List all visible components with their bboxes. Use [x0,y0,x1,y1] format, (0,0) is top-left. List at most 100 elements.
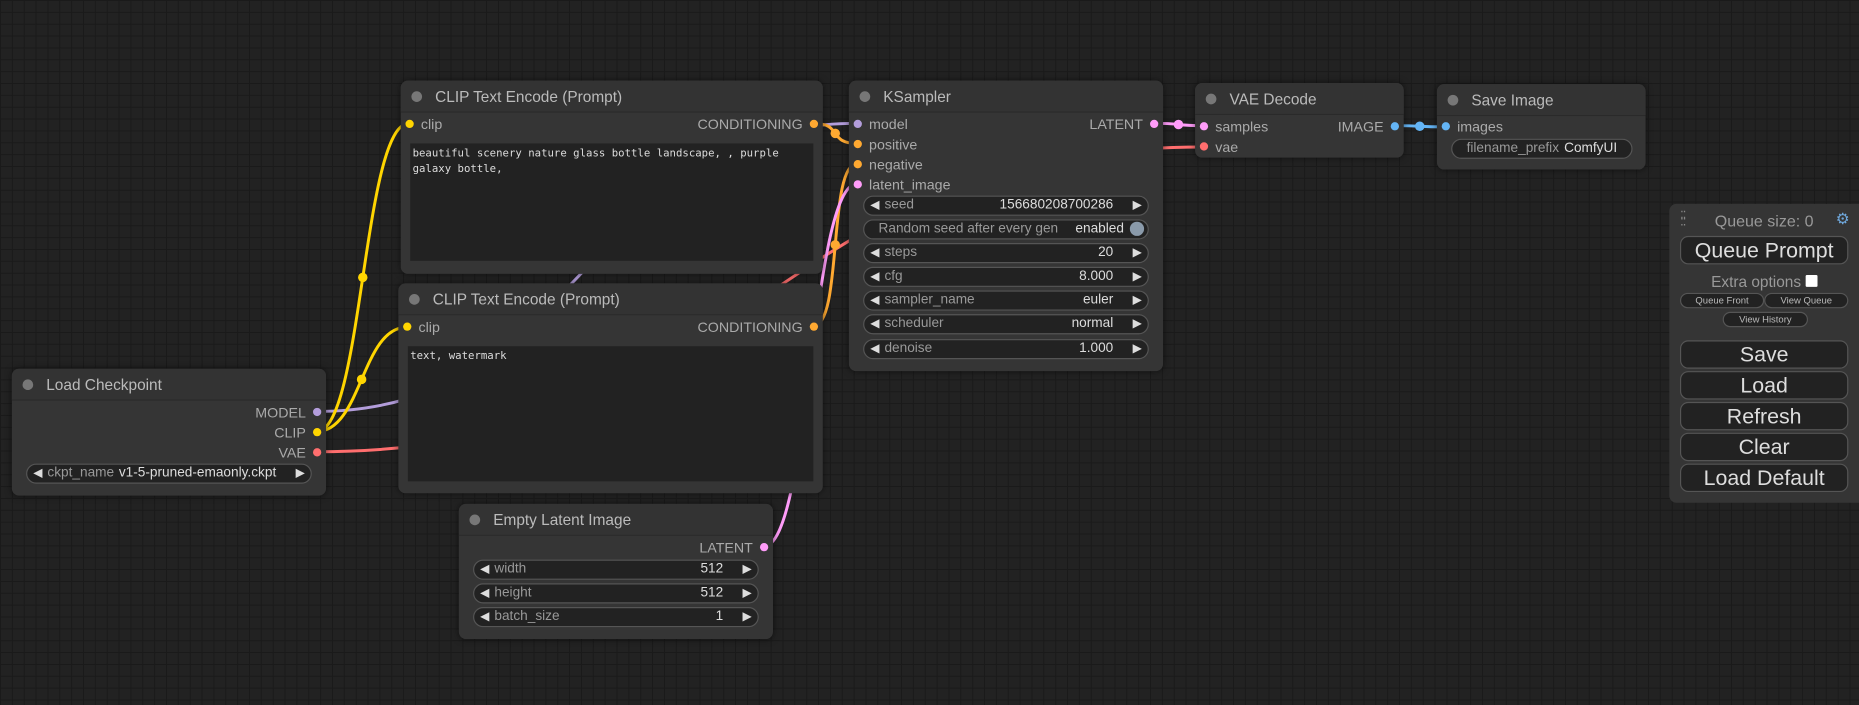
slot-dot-icon[interactable] [312,407,322,417]
view-history-button[interactable]: View History [1722,311,1809,328]
slot-dot-icon[interactable] [759,543,769,552]
arrow-right-icon[interactable]: ▶ [1132,317,1142,331]
output-model[interactable]: MODEL [255,403,326,422]
node-empty-latent-image[interactable]: Empty Latent Image LATENT ◀ width 512 ▶ ◀ he… [458,503,774,640]
node-title[interactable]: Empty Latent Image [458,503,774,536]
node-load-checkpoint[interactable]: Load Checkpoint MODEL CLIP VAE ◀ ckpt_nam… [11,368,327,496]
arrow-left-icon[interactable]: ◀ [870,342,880,356]
clip-wire-positive-midpoint[interactable] [358,272,368,283]
conditioning-wire-negative-midpoint[interactable] [830,240,840,250]
height-widget[interactable]: ◀ height 512 ▶ [473,583,759,604]
output-clip[interactable]: CLIP [274,423,326,442]
arrow-right-icon[interactable]: ▶ [1132,199,1142,213]
ckpt-name-combo[interactable]: ◀ ckpt_name v1-5-pruned-emaonly.ckpt ▶ [26,463,312,484]
conditioning-wire-positive-midpoint[interactable] [830,128,840,139]
input-clip[interactable]: clip [401,115,442,134]
node-clip-text-encode-positive[interactable]: CLIP Text Encode (Prompt) clip CONDITION… [400,80,823,274]
arrow-right-icon[interactable]: ▶ [742,563,752,577]
collapse-dot-icon[interactable] [411,90,423,102]
node-title[interactable]: CLIP Text Encode (Prompt) [398,283,823,316]
node-title[interactable]: Load Checkpoint [11,368,327,401]
arrow-left-icon[interactable]: ◀ [870,270,880,284]
input-samples[interactable]: samples [1195,117,1268,136]
collapse-dot-icon[interactable] [409,293,420,305]
slot-dot-icon[interactable] [809,322,819,331]
latent-wire-samples-midpoint[interactable] [1173,119,1184,130]
image-wire-midpoint[interactable] [1415,121,1425,132]
slot-dot-icon[interactable] [403,322,412,331]
arrow-left-icon[interactable]: ◀ [480,610,490,624]
slot-dot-icon[interactable] [853,160,862,169]
clip-wire-negative-midpoint[interactable] [356,374,367,385]
slot-dot-icon[interactable] [853,139,862,149]
queue-front-button[interactable]: Queue Front [1679,292,1765,309]
node-ksampler[interactable]: KSampler model positive negative latent_… [848,80,1164,372]
slot-dot-icon[interactable] [1390,122,1399,131]
settings-gear-icon[interactable]: ⚙ [1835,209,1850,228]
arrow-left-icon[interactable]: ◀ [480,586,490,600]
node-title[interactable]: VAE Decode [1195,82,1404,116]
view-queue-button[interactable]: View Queue [1764,292,1849,309]
cfg-widget[interactable]: ◀ cfg 8.000 ▶ [863,266,1149,287]
arrow-left-icon[interactable]: ◀ [33,467,43,481]
arrow-right-icon[interactable]: ▶ [1132,342,1142,356]
drag-handle-icon[interactable]: ⁚⁚ ⁚⁚ [1679,209,1686,229]
arrow-right-icon[interactable]: ▶ [1132,294,1142,308]
arrow-right-icon[interactable]: ▶ [1132,270,1142,284]
output-conditioning[interactable]: CONDITIONING [698,318,823,337]
input-clip[interactable]: clip [398,318,440,337]
steps-widget[interactable]: ◀ steps 20 ▶ [863,243,1149,264]
slot-dot-icon[interactable] [1441,122,1450,131]
random-seed-toggle[interactable]: Random seed after every gen enabled [863,219,1149,240]
slot-dot-icon[interactable] [853,180,862,189]
load-button[interactable]: Load [1679,371,1849,400]
collapse-dot-icon[interactable] [469,513,481,525]
extra-options-checkbox[interactable] [1805,275,1818,287]
refresh-button[interactable]: Refresh [1679,401,1849,431]
slot-dot-icon[interactable] [312,427,322,437]
slot-dot-icon[interactable] [405,119,414,129]
slot-dot-icon[interactable] [1199,142,1209,151]
input-latent-image[interactable]: latent_image [849,175,951,194]
arrow-right-icon[interactable]: ▶ [742,610,752,624]
collapse-dot-icon[interactable] [1447,94,1459,105]
arrow-left-icon[interactable]: ◀ [870,317,880,331]
arrow-left-icon[interactable]: ◀ [870,199,880,213]
output-latent[interactable]: LATENT [699,538,773,557]
slot-dot-icon[interactable] [809,119,819,129]
arrow-left-icon[interactable]: ◀ [870,294,880,308]
input-positive[interactable]: positive [849,135,917,154]
output-latent[interactable]: LATENT [1089,115,1163,134]
output-conditioning[interactable]: CONDITIONING [698,115,823,134]
prompt-textarea[interactable]: text, watermark [407,346,814,482]
input-images[interactable]: images [1437,117,1503,136]
scheduler-combo[interactable]: ◀ scheduler normal ▶ [863,314,1149,335]
node-title[interactable]: CLIP Text Encode (Prompt) [400,80,823,113]
output-vae[interactable]: VAE [278,443,326,462]
sampler-name-combo[interactable]: ◀ sampler_name euler ▶ [863,290,1149,311]
queue-prompt-button[interactable]: Queue Prompt [1679,235,1849,265]
denoise-widget[interactable]: ◀ denoise 1.000 ▶ [863,339,1149,360]
output-image[interactable]: IMAGE [1338,117,1404,136]
collapse-dot-icon[interactable] [1205,93,1217,104]
clear-button[interactable]: Clear [1679,432,1849,462]
slot-dot-icon[interactable] [1199,122,1209,131]
collapse-dot-icon[interactable] [859,90,871,102]
save-button[interactable]: Save [1679,340,1849,369]
arrow-right-icon[interactable]: ▶ [1132,246,1142,260]
arrow-left-icon[interactable]: ◀ [480,563,490,577]
node-title[interactable]: Save Image [1436,84,1646,117]
arrow-left-icon[interactable]: ◀ [870,246,880,260]
load-default-button[interactable]: Load Default [1679,463,1849,493]
prompt-textarea[interactable]: beautiful scenery nature glass bottle la… [410,143,814,261]
filename-prefix-field[interactable]: filename_prefix ComfyUI [1451,138,1633,159]
node-title[interactable]: KSampler [848,80,1164,113]
batch-size-widget[interactable]: ◀ batch_size 1 ▶ [473,607,759,628]
arrow-right-icon[interactable]: ▶ [295,467,305,481]
node-vae-decode[interactable]: VAE Decode samples vae IMAGE [1195,82,1404,158]
input-model[interactable]: model [849,115,908,134]
toggle-knob-icon[interactable] [1129,221,1145,236]
slot-dot-icon[interactable] [853,119,862,129]
node-save-image[interactable]: Save Image images filename_prefix ComfyUI [1436,84,1646,170]
